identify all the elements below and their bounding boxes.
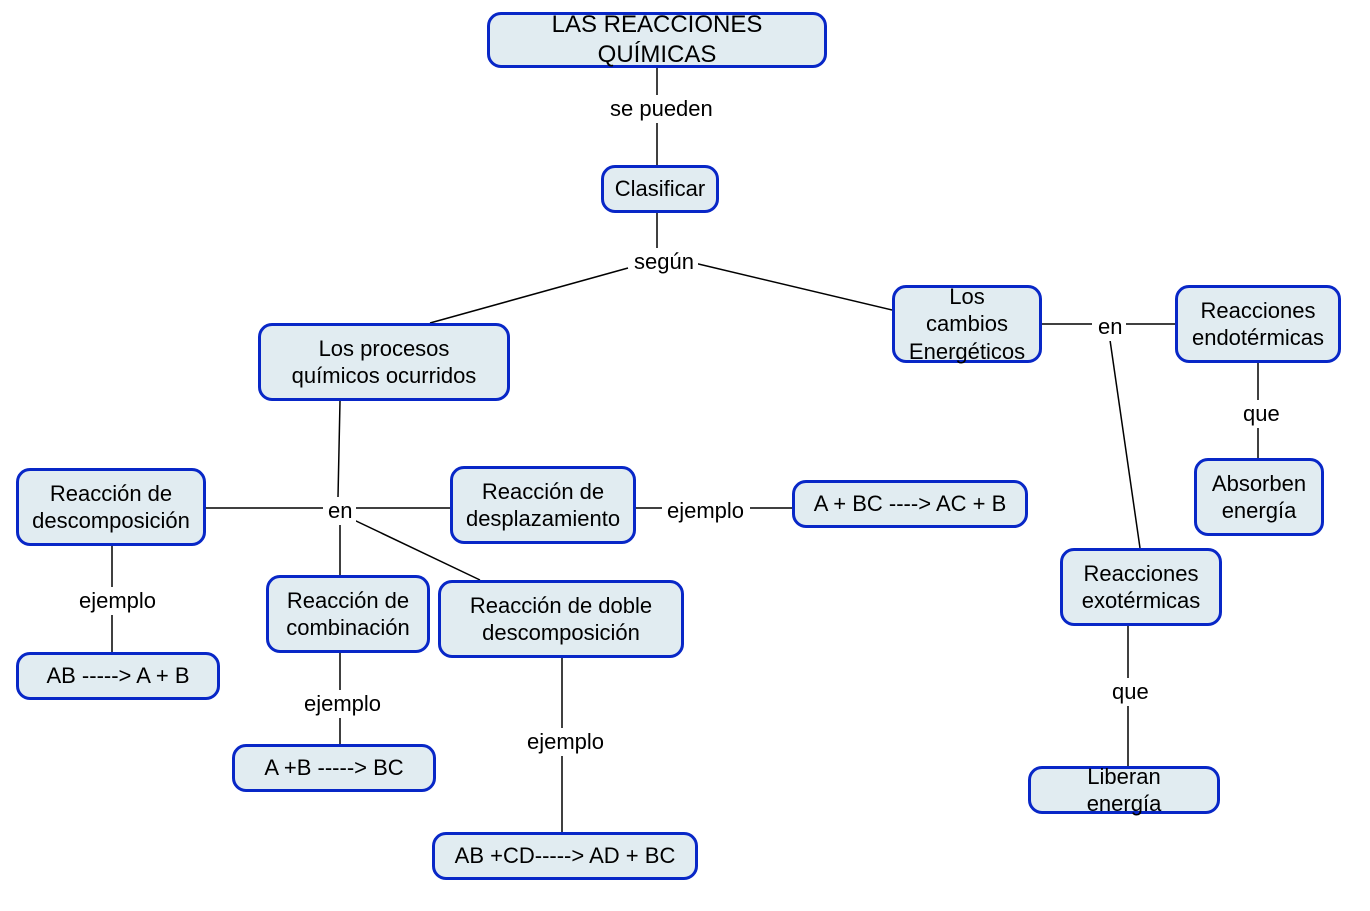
label-ejemplo3: ejemplo — [300, 690, 385, 718]
node-combin: Reacción de combinación — [266, 575, 430, 653]
label-segun: según — [630, 248, 698, 276]
label-ejemplo2: ejemplo — [75, 587, 160, 615]
node-combin-ex: A +B -----> BC — [232, 744, 436, 792]
node-doble: Reacción de doble descomposición — [438, 580, 684, 658]
label-que2: que — [1108, 678, 1153, 706]
node-descomp: Reacción de descomposición — [16, 468, 206, 546]
node-absorben: Absorben energía — [1194, 458, 1324, 536]
node-clasificar: Clasificar — [601, 165, 719, 213]
node-liberan: Liberan energía — [1028, 766, 1220, 814]
label-que1: que — [1239, 400, 1284, 428]
node-cambios: Los cambios Energéticos — [892, 285, 1042, 363]
label-se-pueden: se pueden — [606, 95, 717, 123]
node-endo: Reacciones endotérmicas — [1175, 285, 1341, 363]
node-procesos: Los procesos químicos ocurridos — [258, 323, 510, 401]
label-en1: en — [1094, 313, 1126, 341]
node-descomp-ex: AB -----> A + B — [16, 652, 220, 700]
node-desplaz: Reacción de desplazamiento — [450, 466, 636, 544]
label-ejemplo1: ejemplo — [663, 497, 748, 525]
node-title: LAS REACCIONES QUÍMICAS — [487, 12, 827, 68]
label-ejemplo4: ejemplo — [523, 728, 608, 756]
node-desplaz-ex: A + BC ----> AC + B — [792, 480, 1028, 528]
label-en2: en — [324, 497, 356, 525]
node-doble-ex: AB +CD-----> AD + BC — [432, 832, 698, 880]
node-exo: Reacciones exotérmicas — [1060, 548, 1222, 626]
